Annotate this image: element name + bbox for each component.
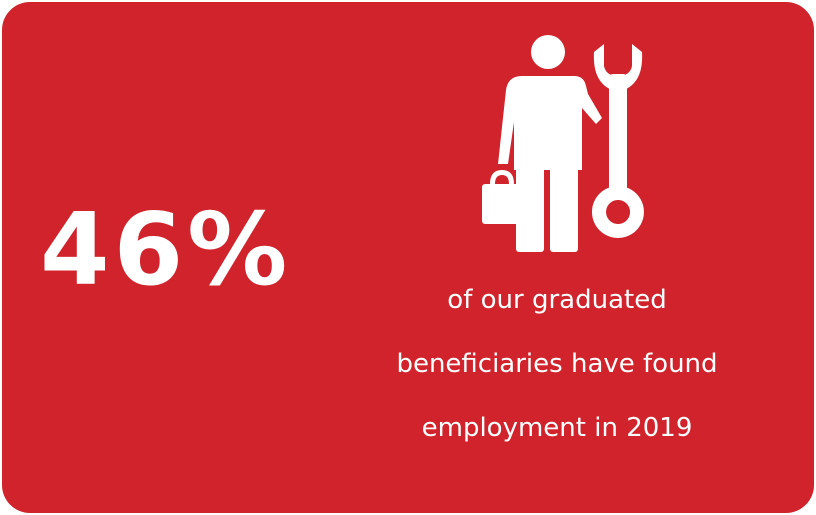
caption-line-2: beneficiaries have found [396,349,718,379]
caption-line-1: of our graduated [447,285,667,315]
stat-percentage: 46% [40,191,292,308]
caption-line-3: employment in 2019 [421,413,693,443]
stat-caption: of our graduated beneficiaries have foun… [332,278,782,470]
worker-with-wrench-icon [482,35,644,252]
